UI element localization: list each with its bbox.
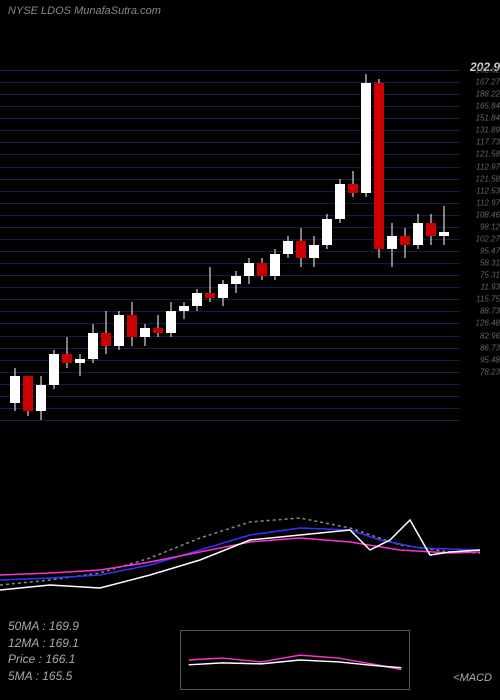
candle-body	[296, 241, 306, 259]
price-axis-label: 131.89	[476, 126, 500, 135]
candle-body	[153, 328, 163, 332]
candle-wick	[158, 315, 159, 337]
candle-body	[387, 236, 397, 249]
macd-mini-chart	[181, 631, 409, 689]
price-axis-label: 192.62	[476, 66, 500, 75]
price-axis-label: 98.12	[480, 222, 500, 231]
price-row: Price : 166.1	[8, 651, 79, 668]
ma12-label: 12MA :	[8, 636, 46, 650]
ticker-label: LDOS	[41, 5, 71, 17]
ma50-row: 50MA : 169.9	[8, 618, 79, 635]
price-axis-label: 86.73	[480, 343, 500, 352]
price-axis-label: 126.48	[476, 319, 500, 328]
candle-wick	[184, 302, 185, 320]
candle-body	[348, 184, 358, 193]
ma5-value: 165.5	[42, 669, 72, 683]
candle-body	[270, 254, 280, 276]
macd-label: <MACD	[453, 672, 492, 685]
ma50-label: 50MA :	[8, 619, 46, 633]
candle-body	[205, 293, 215, 297]
indicator-panel: 50MA : 169.9 12MA : 169.1 Price : 166.1 …	[0, 480, 500, 700]
candle-body	[231, 276, 241, 285]
chart-header: NYSE LDOS MunafaSutra.com	[8, 5, 161, 17]
price-axis-label: 75.31	[480, 271, 500, 280]
candle-body	[400, 236, 410, 245]
candle-wick	[444, 206, 445, 245]
price-axis-label: 121.58	[476, 150, 500, 159]
candle-body	[192, 293, 202, 306]
ma50-value: 169.9	[49, 619, 79, 633]
candle-body	[10, 376, 20, 402]
candle-body	[426, 223, 436, 236]
ma12-value: 169.1	[49, 636, 79, 650]
source-label: MunafaSutra.com	[74, 5, 161, 17]
price-axis-label: 82.96	[480, 331, 500, 340]
candle-body	[179, 306, 189, 310]
candle-body	[309, 245, 319, 258]
candle-wick	[80, 354, 81, 376]
price-axis-label: 112.53	[476, 186, 500, 195]
price-axis-label: 117.73	[476, 138, 500, 147]
price-axis-label: 102.27	[476, 234, 500, 243]
candle-body	[114, 315, 124, 346]
candle-body	[322, 219, 332, 245]
ma-labels: 50MA : 169.9 12MA : 169.1 Price : 166.1 …	[8, 618, 79, 685]
candle-body	[361, 83, 371, 192]
candle-body	[166, 311, 176, 333]
candle-body	[62, 354, 72, 363]
price-axis-label: 95.47	[480, 247, 500, 256]
candle-body	[88, 333, 98, 359]
price-label: Price :	[8, 652, 42, 666]
price-axis-label: 58.31	[480, 259, 500, 268]
candle-body	[127, 315, 137, 337]
candle-body	[374, 83, 384, 249]
price-axis-label: 167.27	[476, 78, 500, 87]
price-axis-label: 165.84	[476, 102, 500, 111]
price-axis-label: 88.73	[480, 307, 500, 316]
candle-body	[36, 385, 46, 411]
grid-line	[0, 420, 460, 421]
candle-body	[439, 232, 449, 236]
indicator-lines	[0, 480, 500, 630]
price-axis-label: 11.93	[481, 283, 500, 292]
ma5-label: 5MA :	[8, 669, 39, 683]
candle-body	[335, 184, 345, 219]
candle-body	[75, 359, 85, 363]
exchange-label: NYSE	[8, 5, 38, 17]
candle-body	[49, 354, 59, 385]
candle-body	[218, 284, 228, 297]
candle-body	[283, 241, 293, 254]
candle-body	[23, 376, 33, 411]
price-axis-label: 115.75	[476, 295, 500, 304]
candle-body	[257, 263, 267, 276]
macd-box	[180, 630, 410, 690]
candle-body	[413, 223, 423, 245]
price-axis-label: 78.23	[480, 367, 500, 376]
price-axis-label: 121.58	[476, 174, 500, 183]
price-value: 166.1	[45, 652, 75, 666]
ma5-row: 5MA : 165.5	[8, 668, 79, 685]
candle-container	[5, 70, 460, 420]
price-axis-label: 151.84	[476, 114, 500, 123]
candle-body	[101, 333, 111, 346]
price-axis-label: 108.46	[476, 210, 500, 219]
ma12-row: 12MA : 169.1	[8, 635, 79, 652]
price-axis-label: 112.97	[476, 198, 500, 207]
price-axis-label: 112.97	[476, 162, 500, 171]
candle-body	[244, 263, 254, 276]
price-axis-label: 95.48	[480, 355, 500, 364]
price-axis-label: 188.22	[476, 90, 500, 99]
candle-body	[140, 328, 150, 337]
